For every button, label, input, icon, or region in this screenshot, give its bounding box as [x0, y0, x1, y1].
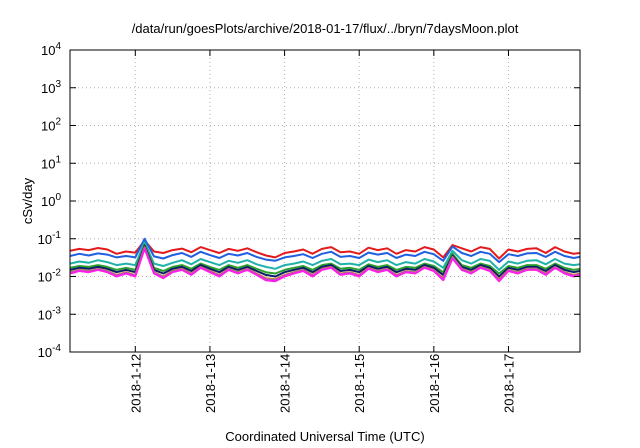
x-tick-label: 2018-1-14	[278, 354, 293, 413]
series-line-8	[70, 247, 580, 283]
series-line-3	[70, 241, 580, 271]
plot-series	[70, 237, 580, 283]
y-axis: 10-4 10-3 10-2 10-1 100 101 102 103 104	[38, 41, 580, 360]
x-axis-label: Coordinated Universal Time (UTC)	[225, 429, 424, 444]
x-axis: 2018-1-12 2018-1-13 2018-1-14 2018-1-15 2018…	[128, 50, 516, 413]
chart-title: /data/run/goesPlots/archive/2018-01-17/f…	[132, 21, 519, 36]
x-tick-label: 2018-1-15	[352, 354, 367, 413]
y-tick-label: 103	[41, 79, 61, 96]
y-axis-label: cSv/day	[20, 177, 35, 224]
x-tick-label: 2018-1-16	[427, 354, 442, 413]
x-tick-label: 2018-1-13	[203, 354, 218, 413]
y-tick-label: 10-2	[38, 268, 62, 285]
y-tick-label: 10-3	[38, 305, 62, 322]
series-line-2	[70, 237, 580, 264]
y-tick-label: 102	[41, 117, 61, 134]
y-tick-label: 10-1	[38, 230, 62, 247]
y-tick-label: 104	[41, 41, 61, 58]
x-tick-label: 2018-1-12	[128, 354, 143, 413]
y-tick-label: 100	[41, 192, 61, 209]
grid-lines	[70, 50, 580, 352]
x-tick-label: 2018-1-17	[501, 354, 516, 413]
y-tick-label: 101	[41, 154, 61, 171]
series-line-5	[70, 244, 580, 278]
series-line-1	[70, 239, 580, 260]
y-tick-label: 10-4	[38, 343, 62, 360]
series-line-4	[70, 243, 580, 275]
